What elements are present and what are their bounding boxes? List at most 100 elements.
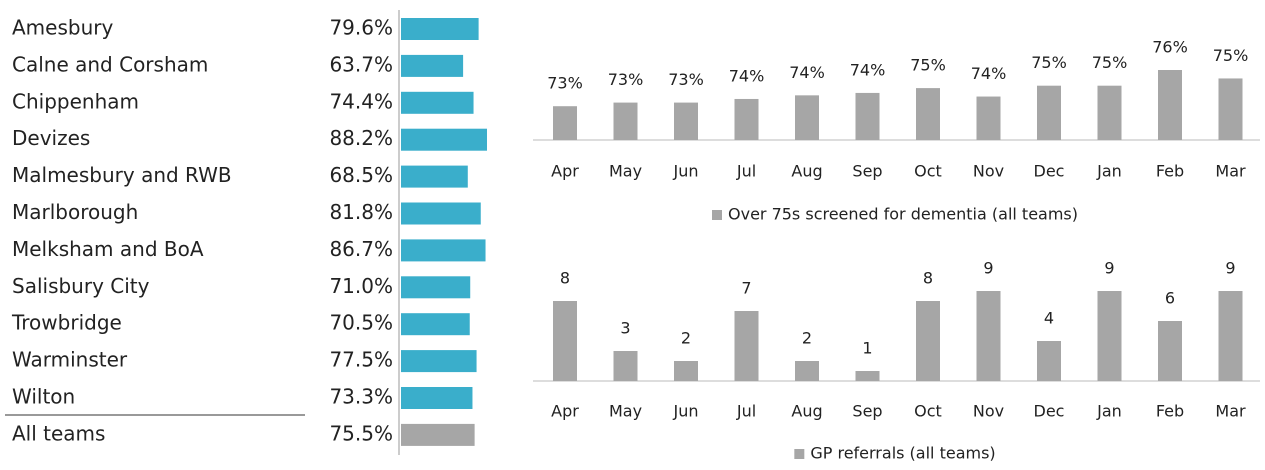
team-label: Malmesbury and RWB <box>12 163 232 187</box>
data-label: 6 <box>1165 289 1175 308</box>
data-label: 76% <box>1152 38 1188 57</box>
data-label: 3 <box>620 319 630 338</box>
legend-label: GP referrals (all teams) <box>810 444 995 463</box>
value-label: 79.6% <box>329 16 393 40</box>
bar <box>401 350 477 373</box>
data-label: 73% <box>608 70 644 89</box>
value-label: 63.7% <box>329 52 393 76</box>
team-label: Marlborough <box>12 200 138 224</box>
legend-swatch <box>712 210 722 220</box>
x-tick-label: Apr <box>551 402 579 421</box>
data-label: 73% <box>547 74 583 93</box>
x-tick-label: Dec <box>1034 162 1065 181</box>
bar <box>795 361 819 381</box>
x-tick-label: Jul <box>736 402 756 421</box>
team-label: Melksham and BoA <box>12 237 204 261</box>
value-label: 86.7% <box>329 237 393 261</box>
bar <box>553 301 577 381</box>
bar <box>401 18 479 40</box>
value-label: 70.5% <box>329 311 393 335</box>
bar <box>613 102 638 140</box>
legend-swatch <box>794 449 805 459</box>
data-label: 75% <box>1031 53 1067 72</box>
bar <box>613 351 638 381</box>
team-label: Salisbury City <box>12 274 150 298</box>
x-tick-label: Dec <box>1034 402 1065 421</box>
bar <box>1097 85 1122 140</box>
x-tick-label: Aug <box>791 162 822 181</box>
data-label: 8 <box>923 269 933 288</box>
x-tick-label: Sep <box>852 402 882 421</box>
bar <box>734 311 759 381</box>
data-label: 74% <box>850 60 886 79</box>
data-label: 8 <box>560 269 570 288</box>
value-label: 71.0% <box>329 274 393 298</box>
data-label: 4 <box>1044 309 1054 328</box>
data-label: 2 <box>802 329 812 348</box>
bar <box>401 313 470 336</box>
bar <box>1158 321 1182 381</box>
data-label: 73% <box>668 70 704 89</box>
bar <box>855 371 880 381</box>
bar <box>674 361 698 381</box>
data-label: 9 <box>1225 259 1235 278</box>
bar <box>401 128 487 151</box>
team-label: Trowbridge <box>11 311 122 335</box>
bar <box>1218 78 1243 140</box>
bar <box>401 276 471 299</box>
bar <box>795 95 819 140</box>
x-tick-label: Sep <box>852 162 882 181</box>
x-tick-label: Jun <box>673 402 699 421</box>
bar <box>401 239 486 262</box>
team-label: Calne and Corsham <box>12 52 208 76</box>
x-tick-label: May <box>609 162 642 181</box>
x-tick-label: Jun <box>673 162 699 181</box>
bar <box>1037 341 1061 381</box>
value-label: 88.2% <box>329 126 393 150</box>
value-label: 73.3% <box>329 385 393 409</box>
data-label: 9 <box>1104 259 1114 278</box>
value-label: 74.4% <box>329 89 393 113</box>
x-tick-label: Nov <box>973 162 1004 181</box>
bar <box>1158 70 1182 140</box>
bar <box>976 96 1001 140</box>
bar <box>1218 291 1243 381</box>
x-tick-label: Jan <box>1096 162 1122 181</box>
team-label: Amesbury <box>12 16 113 40</box>
team-label: Wilton <box>12 385 75 409</box>
value-label: 81.8% <box>329 200 393 224</box>
bar <box>976 291 1001 381</box>
team-label: Warminster <box>12 348 128 372</box>
data-label: 7 <box>741 279 751 298</box>
bar <box>916 301 940 381</box>
x-tick-label: Jan <box>1096 402 1122 421</box>
team-label: All teams <box>12 421 105 445</box>
bar <box>674 102 698 140</box>
bar <box>916 88 940 140</box>
data-label: 9 <box>983 259 993 278</box>
x-tick-label: Oct <box>914 402 942 421</box>
data-label: 2 <box>681 329 691 348</box>
x-tick-label: Mar <box>1215 162 1246 181</box>
x-tick-label: Apr <box>551 162 579 181</box>
data-label: 75% <box>1213 46 1249 65</box>
bar <box>734 98 759 140</box>
data-label: 75% <box>1092 53 1128 72</box>
data-label: 74% <box>971 64 1007 83</box>
value-label: 68.5% <box>329 163 393 187</box>
team-label: Chippenham <box>12 89 139 113</box>
data-label: 75% <box>910 56 946 75</box>
legend-label: Over 75s screened for dementia (all team… <box>728 205 1078 224</box>
bar <box>401 202 481 225</box>
x-tick-label: Aug <box>791 402 822 421</box>
x-tick-label: Jul <box>736 162 756 181</box>
bar <box>1037 85 1061 140</box>
bar <box>1097 291 1122 381</box>
x-tick-label: May <box>609 402 642 421</box>
x-tick-label: Feb <box>1156 402 1184 421</box>
data-label: 74% <box>789 63 825 82</box>
value-label: 77.5% <box>329 348 393 372</box>
bar <box>401 387 473 409</box>
bar <box>553 106 577 140</box>
